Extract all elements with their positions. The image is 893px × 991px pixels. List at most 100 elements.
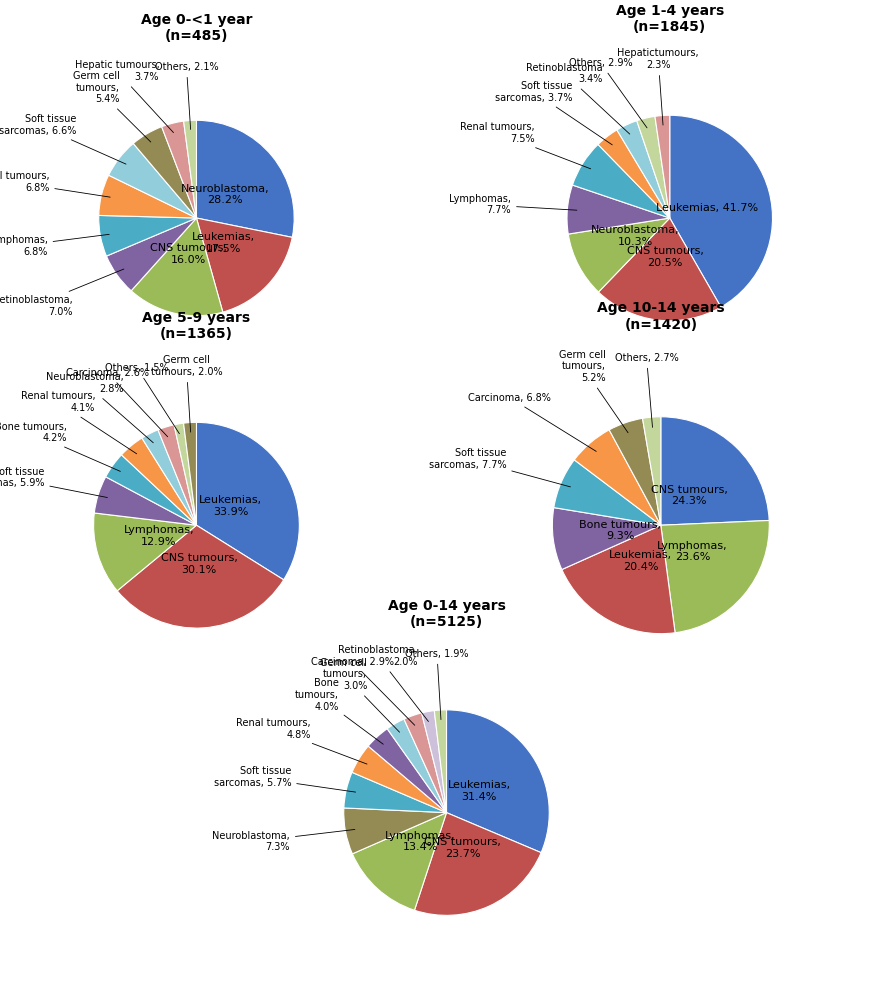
Wedge shape xyxy=(99,175,196,218)
Wedge shape xyxy=(617,121,670,218)
Text: Carcinoma, 2.9%: Carcinoma, 2.9% xyxy=(311,657,414,725)
Text: Lymphomas,
7.7%: Lymphomas, 7.7% xyxy=(449,193,577,215)
Title: Age 0-<1 year
(n=485): Age 0-<1 year (n=485) xyxy=(141,13,252,43)
Text: CNS tumours,
16.0%: CNS tumours, 16.0% xyxy=(150,244,227,265)
Wedge shape xyxy=(105,455,196,525)
Text: Leukemias,
31.4%: Leukemias, 31.4% xyxy=(447,780,511,802)
Text: Leukemias,
17.5%: Leukemias, 17.5% xyxy=(192,233,255,254)
Text: Others, 2.7%: Others, 2.7% xyxy=(614,353,679,427)
Text: Neuroblastoma,
2.8%: Neuroblastoma, 2.8% xyxy=(46,373,154,443)
Text: Neuroblastoma,
10.3%: Neuroblastoma, 10.3% xyxy=(591,225,680,247)
Text: Soft tissue
sarcomas, 7.7%: Soft tissue sarcomas, 7.7% xyxy=(429,448,571,487)
Text: Bone
tumours,
4.0%: Bone tumours, 4.0% xyxy=(295,679,383,744)
Wedge shape xyxy=(117,525,284,628)
Wedge shape xyxy=(94,513,196,591)
Wedge shape xyxy=(670,115,772,307)
Text: Leukemias, 41.7%: Leukemias, 41.7% xyxy=(656,203,758,213)
Wedge shape xyxy=(109,144,196,218)
Text: Lymphomas,
23.6%: Lymphomas, 23.6% xyxy=(657,541,728,563)
Wedge shape xyxy=(121,438,196,525)
Title: Age 10-14 years
(n=1420): Age 10-14 years (n=1420) xyxy=(597,301,724,332)
Wedge shape xyxy=(196,218,292,312)
Text: Retinoblastoma,
2.0%: Retinoblastoma, 2.0% xyxy=(338,645,429,721)
Wedge shape xyxy=(661,520,769,632)
Text: CNS tumours,
30.1%: CNS tumours, 30.1% xyxy=(161,553,238,575)
Wedge shape xyxy=(174,423,196,525)
Wedge shape xyxy=(95,477,196,525)
Text: Lymphomas,
12.9%: Lymphomas, 12.9% xyxy=(123,525,195,547)
Wedge shape xyxy=(404,713,446,813)
Wedge shape xyxy=(567,185,670,234)
Wedge shape xyxy=(106,218,196,290)
Wedge shape xyxy=(131,218,223,316)
Text: Others, 2.9%: Others, 2.9% xyxy=(569,58,647,128)
Wedge shape xyxy=(99,215,196,256)
Wedge shape xyxy=(196,120,294,238)
Text: Retinoblastoma,
7.0%: Retinoblastoma, 7.0% xyxy=(0,269,124,317)
Text: Soft tissue
sarcomas, 6.6%: Soft tissue sarcomas, 6.6% xyxy=(0,114,126,165)
Wedge shape xyxy=(598,130,670,218)
Text: Others, 2.1%: Others, 2.1% xyxy=(154,61,218,130)
Text: Renal tumours,
4.1%: Renal tumours, 4.1% xyxy=(21,391,137,454)
Text: Neuroblastoma,
7.3%: Neuroblastoma, 7.3% xyxy=(213,829,355,852)
Wedge shape xyxy=(133,127,196,218)
Wedge shape xyxy=(434,710,446,813)
Title: Age 5-9 years
(n=1365): Age 5-9 years (n=1365) xyxy=(142,311,251,341)
Wedge shape xyxy=(344,772,446,813)
Text: Hepatic tumours,
3.7%: Hepatic tumours, 3.7% xyxy=(74,60,173,133)
Wedge shape xyxy=(344,808,446,854)
Wedge shape xyxy=(184,422,196,525)
Wedge shape xyxy=(352,746,446,813)
Wedge shape xyxy=(655,115,670,218)
Wedge shape xyxy=(562,525,675,633)
Text: CNS tumours,
24.3%: CNS tumours, 24.3% xyxy=(651,485,728,506)
Title: Age 0-14 years
(n=5125): Age 0-14 years (n=5125) xyxy=(388,599,505,629)
Wedge shape xyxy=(661,417,769,525)
Text: Leukemias,
20.4%: Leukemias, 20.4% xyxy=(609,550,672,572)
Text: Soft tissue
sarcomas, 5.9%: Soft tissue sarcomas, 5.9% xyxy=(0,467,107,497)
Text: Germ cell
tumours,
5.4%: Germ cell tumours, 5.4% xyxy=(72,71,151,142)
Wedge shape xyxy=(637,116,670,218)
Text: Germ cell
tumours, 2.0%: Germ cell tumours, 2.0% xyxy=(151,356,222,432)
Text: CNS tumours,
20.5%: CNS tumours, 20.5% xyxy=(627,246,704,268)
Text: Carcinoma, 2.6%: Carcinoma, 2.6% xyxy=(66,368,168,437)
Wedge shape xyxy=(162,121,196,218)
Text: Renal tumours,
6.8%: Renal tumours, 6.8% xyxy=(0,171,110,197)
Title: Age 1-4 years
(n=1845): Age 1-4 years (n=1845) xyxy=(615,4,724,35)
Wedge shape xyxy=(553,507,661,570)
Wedge shape xyxy=(142,430,196,525)
Text: Germ cell
tumours,
5.2%: Germ cell tumours, 5.2% xyxy=(559,350,628,433)
Text: Renal tumours,
7.5%: Renal tumours, 7.5% xyxy=(461,122,590,168)
Text: Leukemias,
33.9%: Leukemias, 33.9% xyxy=(199,496,263,517)
Wedge shape xyxy=(642,417,661,525)
Wedge shape xyxy=(574,430,661,525)
Text: Renal tumours,
4.8%: Renal tumours, 4.8% xyxy=(237,718,367,764)
Wedge shape xyxy=(158,425,196,525)
Wedge shape xyxy=(421,711,446,813)
Text: Hepatictumours,
2.3%: Hepatictumours, 2.3% xyxy=(617,49,699,125)
Text: Others, 1.9%: Others, 1.9% xyxy=(405,649,469,719)
Text: Bone tumours,
4.2%: Bone tumours, 4.2% xyxy=(0,421,121,472)
Text: Soft tissue
sarcomas, 5.7%: Soft tissue sarcomas, 5.7% xyxy=(213,766,355,792)
Wedge shape xyxy=(572,145,670,218)
Text: Neuroblastoma,
28.2%: Neuroblastoma, 28.2% xyxy=(181,183,270,205)
Wedge shape xyxy=(414,813,541,916)
Wedge shape xyxy=(446,710,549,852)
Text: Others, 1.5%: Others, 1.5% xyxy=(105,363,179,434)
Wedge shape xyxy=(184,120,196,218)
Text: Bone tumours,
9.3%: Bone tumours, 9.3% xyxy=(579,519,661,541)
Text: Lymphomas,
13.4%: Lymphomas, 13.4% xyxy=(385,830,455,852)
Text: Soft tissue
sarcomas, 3.7%: Soft tissue sarcomas, 3.7% xyxy=(495,81,613,145)
Wedge shape xyxy=(598,218,721,321)
Wedge shape xyxy=(609,418,661,525)
Wedge shape xyxy=(554,460,661,525)
Text: Retinoblastoma
3.4%: Retinoblastoma 3.4% xyxy=(526,62,630,134)
Wedge shape xyxy=(368,728,446,813)
Wedge shape xyxy=(353,813,446,911)
Wedge shape xyxy=(388,719,446,813)
Wedge shape xyxy=(196,422,299,580)
Text: Germ cell
tumours,
3.0%: Germ cell tumours, 3.0% xyxy=(321,658,399,732)
Text: CNS tumours,
23.7%: CNS tumours, 23.7% xyxy=(424,837,501,859)
Wedge shape xyxy=(568,218,670,292)
Text: Carcinoma, 6.8%: Carcinoma, 6.8% xyxy=(468,392,597,451)
